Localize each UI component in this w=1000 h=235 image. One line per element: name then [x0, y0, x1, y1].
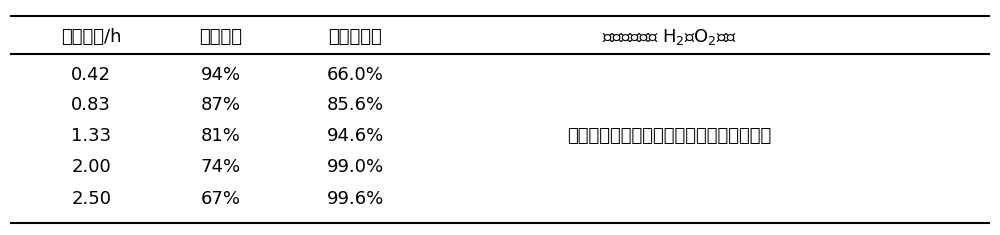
Text: 85.6%: 85.6% — [327, 96, 384, 114]
Text: 电流效率: 电流效率 — [199, 28, 242, 46]
Text: 99.6%: 99.6% — [327, 190, 384, 208]
Text: 99.0%: 99.0% — [327, 158, 384, 176]
Text: 87%: 87% — [201, 96, 241, 114]
Text: 94.6%: 94.6% — [327, 127, 384, 145]
Text: 电解破坏率: 电解破坏率 — [329, 28, 382, 46]
Text: 67%: 67% — [201, 190, 241, 208]
Text: 81%: 81% — [201, 127, 241, 145]
Text: 电解时间/h: 电解时间/h — [61, 28, 121, 46]
Text: 0.83: 0.83 — [71, 96, 111, 114]
Text: 66.0%: 66.0% — [327, 66, 384, 83]
Text: 2.00: 2.00 — [71, 158, 111, 176]
Text: 0.42: 0.42 — [71, 66, 111, 83]
Text: 74%: 74% — [201, 158, 241, 176]
Text: 94%: 94% — [201, 66, 241, 83]
Text: 2.50: 2.50 — [71, 190, 111, 208]
Text: 阴极有极少量氢气产生，阳极未检测到氧气: 阴极有极少量氢气产生，阳极未检测到氧气 — [567, 127, 772, 145]
Text: 电极表面产生 $\mathrm{H_2}$、$\mathrm{O_2}$情况: 电极表面产生 $\mathrm{H_2}$、$\mathrm{O_2}$情况 — [602, 27, 737, 47]
Text: 1.33: 1.33 — [71, 127, 111, 145]
